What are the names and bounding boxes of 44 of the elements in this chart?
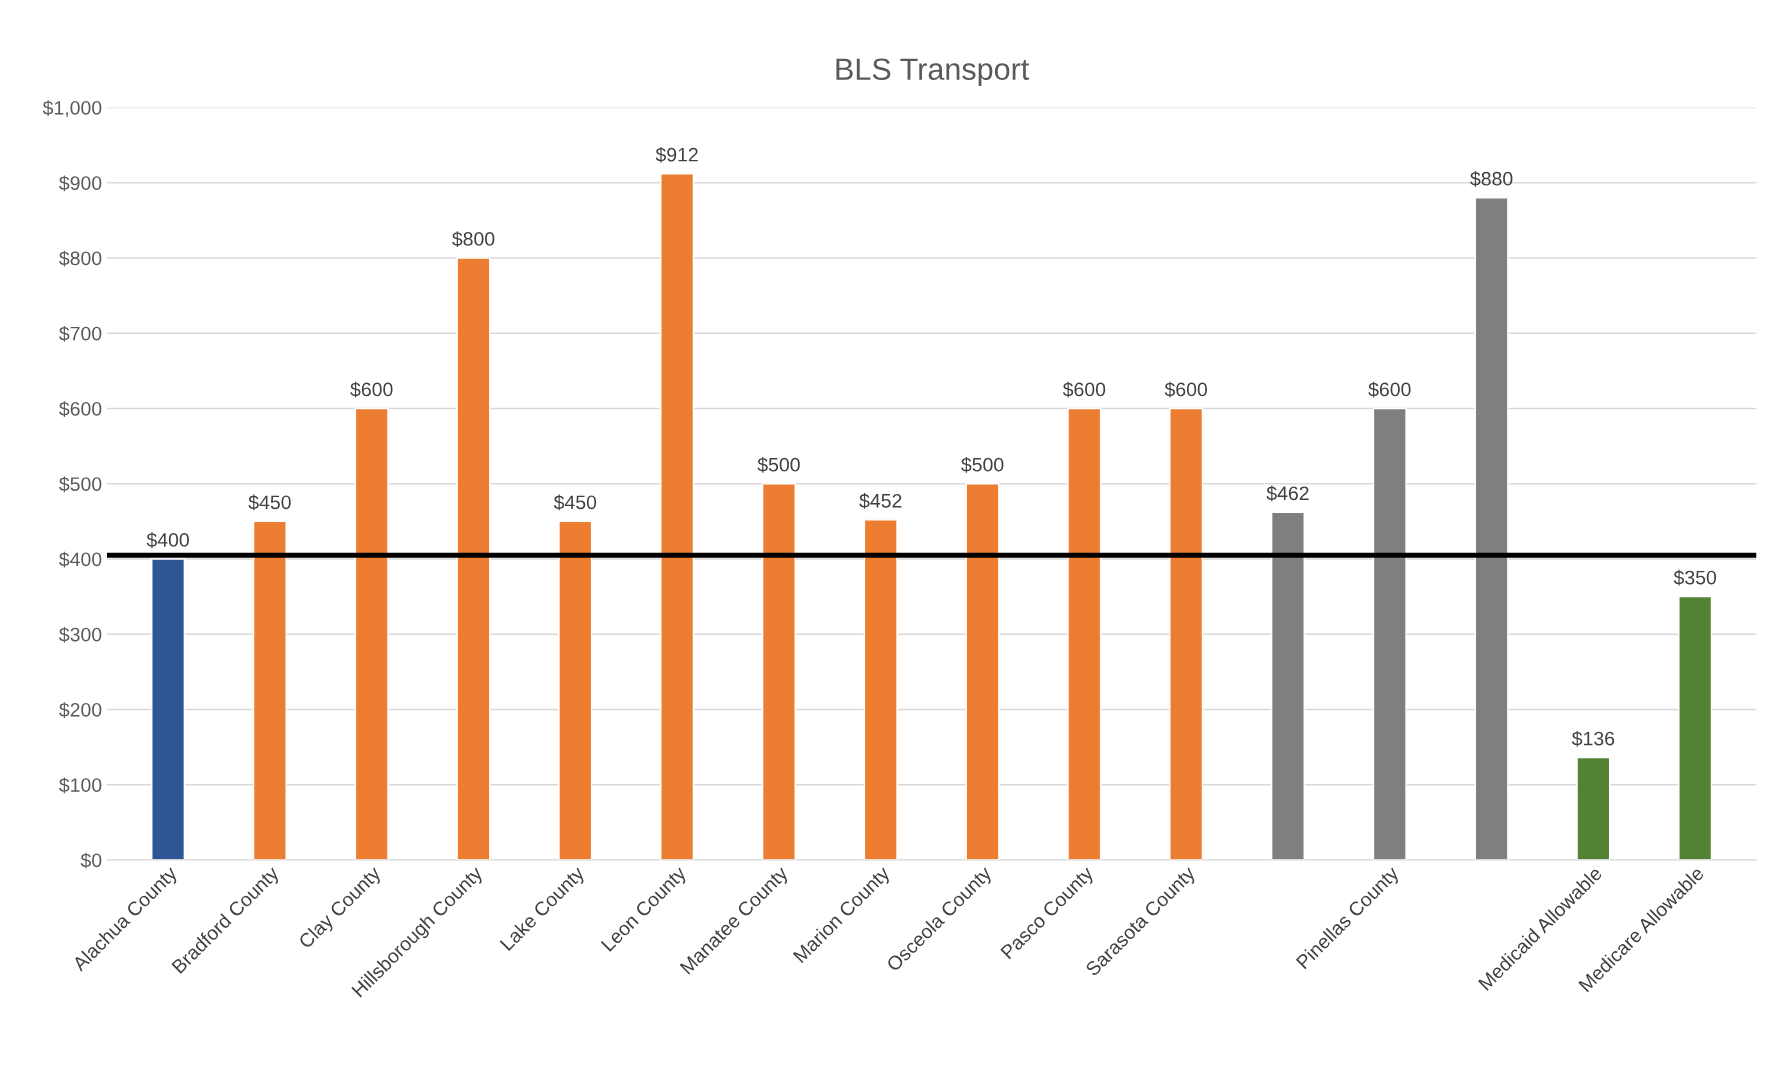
data-label: $880: [1470, 171, 1513, 187]
data-label: $400: [146, 532, 189, 548]
bar: [965, 483, 1000, 860]
y-tick-label: $500: [59, 476, 102, 493]
y-tick-label: $900: [59, 175, 102, 192]
data-label: $600: [350, 381, 393, 398]
data-label: $500: [961, 456, 1004, 473]
y-tick-label: $600: [59, 401, 102, 417]
bar: [558, 520, 593, 860]
data-label: $350: [1673, 569, 1717, 586]
bar: [1169, 407, 1204, 860]
bar: [1576, 756, 1611, 860]
y-tick-label: $400: [59, 551, 102, 568]
bar: [863, 519, 898, 860]
data-label: $600: [1164, 381, 1208, 398]
bar: [1270, 511, 1305, 860]
bar: [456, 257, 491, 860]
data-label: $912: [655, 146, 698, 163]
bar: [1678, 595, 1713, 860]
y-tick-label: $0: [80, 852, 102, 869]
y-tick-label: $100: [59, 777, 102, 794]
bar: [354, 407, 389, 860]
y-tick-label: $300: [59, 626, 102, 643]
bar: [1474, 197, 1509, 860]
bar: [660, 173, 695, 860]
data-label: $800: [452, 231, 495, 247]
bar: [1372, 407, 1407, 860]
y-tick-label: $800: [59, 250, 102, 267]
bar: [1067, 407, 1102, 860]
chart-title: BLS Transport: [836, 58, 1030, 87]
y-tick-label: $200: [59, 702, 102, 718]
data-label: $450: [248, 494, 291, 511]
data-label: $600: [1368, 381, 1411, 398]
bar: [761, 483, 796, 860]
data-label: $452: [859, 493, 902, 509]
data-label: $450: [553, 494, 597, 511]
y-tick-label: $700: [59, 325, 102, 342]
bar: [252, 520, 287, 860]
data-label: $600: [1062, 381, 1106, 398]
y-tick-label: $1,000: [42, 100, 102, 118]
data-label: $462: [1266, 485, 1309, 502]
data-label: $500: [757, 456, 800, 473]
bar: [151, 558, 186, 860]
data-label: $136: [1571, 730, 1615, 747]
